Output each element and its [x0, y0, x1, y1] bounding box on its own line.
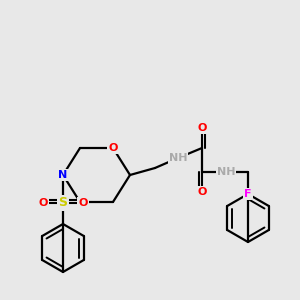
- Text: N: N: [58, 170, 68, 180]
- Text: O: O: [197, 187, 207, 197]
- Text: O: O: [108, 143, 118, 153]
- Text: O: O: [38, 198, 48, 208]
- Text: NH: NH: [217, 167, 235, 177]
- Text: O: O: [78, 198, 88, 208]
- Text: NH: NH: [169, 153, 187, 163]
- Text: O: O: [197, 123, 207, 133]
- Text: S: S: [58, 196, 68, 209]
- Text: F: F: [244, 189, 252, 199]
